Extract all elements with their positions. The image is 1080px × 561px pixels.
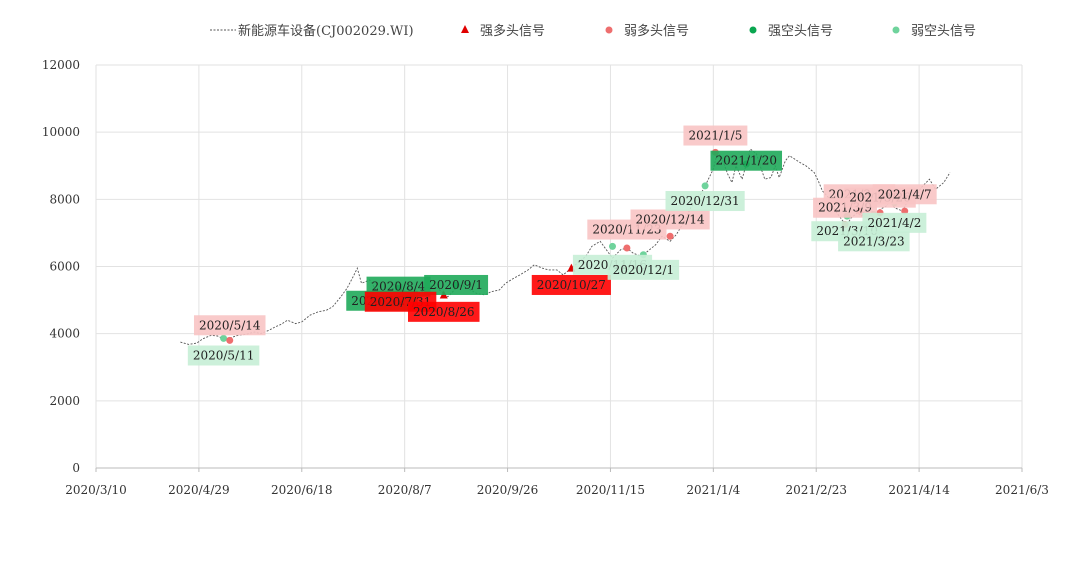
x-tick-label: 2020/3/10 (65, 483, 127, 497)
annotation-label: 2020/12/14 (630, 209, 710, 230)
annotation-text: 2021/4/7 (878, 187, 932, 201)
y-tick-label: 0 (72, 461, 80, 475)
annotation-text: 2020/5/11 (193, 348, 255, 362)
weak-short-marker (609, 242, 617, 250)
annotation-label: 2020/8/26 (407, 301, 480, 322)
annotation-label: 2021/4/7 (872, 184, 937, 205)
annotation-box (683, 125, 748, 146)
annotation-text: 2021/3/23 (843, 234, 905, 248)
annotation-text: 2020/9/1 (429, 278, 483, 292)
annotation-text: 2020/12/31 (671, 194, 740, 208)
annotation-label: 2020/12/1 (607, 259, 680, 280)
weak-long-marker (623, 244, 631, 252)
annotation-box (838, 231, 910, 252)
annotation-box (366, 276, 431, 297)
annotation-label: 2020/5/14 (193, 315, 266, 336)
weak-long-marker (901, 207, 909, 215)
annotation-text: 2021/1/5 (688, 129, 742, 143)
legend-strong-short-marker (749, 26, 757, 34)
weak-long-marker (666, 232, 674, 240)
annotation-box (872, 184, 937, 205)
grid (95, 64, 1023, 468)
annotation-box (424, 274, 489, 295)
annotation-label: 2021/4/2 (862, 212, 927, 233)
annotation-text: 2020/8/26 (413, 305, 475, 319)
weak-long-marker (226, 336, 234, 344)
x-tick-label: 2020/8/7 (378, 483, 432, 497)
annotation-text: 2021/1/20 (715, 154, 777, 168)
annotation-box (407, 301, 480, 322)
annotation-text: 2020/5/14 (199, 318, 261, 332)
annotation-text: 2020/12/1 (613, 263, 675, 277)
legend: 新能源车设备(CJ002029.WI) 强多头信号 弱多头信号 强空头信号 弱空… (210, 23, 976, 39)
date-annotations: 2020/5/142020/5/112020/7/272020/8/42020/… (187, 125, 937, 366)
legend-label-index: 新能源车设备(CJ002029.WI) (238, 23, 414, 39)
annotation-label: 2020/9/1 (424, 274, 489, 295)
annotation-box (607, 259, 680, 280)
annotation-label: 2020/12/31 (665, 191, 745, 212)
weak-short-marker (220, 334, 228, 342)
annotation-text: 2020/8/4 (372, 280, 426, 294)
legend-label-strong-long: 强多头信号 (480, 23, 545, 39)
y-tick-label: 2000 (49, 394, 80, 408)
annotation-text: 2020/12/14 (636, 212, 706, 226)
annotation-box (710, 150, 783, 171)
legend-strong-long-marker (461, 25, 469, 33)
annotation-box (862, 212, 927, 233)
x-tick-label: 2020/6/18 (271, 483, 333, 497)
y-tick-label: 4000 (49, 327, 80, 341)
x-tick-label: 2021/6/3 (995, 483, 1049, 497)
legend-weak-short-marker (892, 26, 900, 34)
annotation-box (531, 274, 611, 295)
annotation-label: 2020/5/11 (187, 345, 260, 366)
annotation-box (193, 315, 266, 336)
x-tick-label: 2020/11/15 (576, 483, 645, 497)
y-tick-label: 10000 (42, 125, 80, 139)
annotation-label: 2021/3/23 (838, 231, 910, 252)
annotation-label: 2021/1/5 (683, 125, 748, 146)
weak-short-marker (701, 182, 709, 190)
annotation-box (665, 191, 745, 212)
axes: 0 2000 4000 6000 8000 10000 12000 2020/3/10 2020… (42, 58, 1049, 497)
annotation-label: 2020/8/4 (366, 276, 431, 297)
x-tick-label: 2021/1/4 (686, 483, 740, 497)
y-tick-label: 12000 (42, 58, 80, 72)
index-series (180, 148, 951, 345)
y-tick-label: 8000 (49, 192, 80, 206)
annotation-box (630, 209, 710, 230)
x-tick-label: 2021/4/14 (888, 483, 950, 497)
legend-label-weak-long: 弱多头信号 (624, 23, 689, 39)
annotation-text: 2021/4/2 (867, 216, 921, 230)
annotation-label: 2021/1/20 (710, 150, 783, 171)
x-tick-label: 2021/2/23 (785, 483, 847, 497)
signal-markers (220, 148, 909, 344)
x-tick-label: 2020/9/26 (477, 483, 539, 497)
annotation-label: 2020/10/27 (531, 274, 611, 295)
x-tick-label: 2020/4/29 (168, 483, 230, 497)
index-line (180, 148, 951, 345)
y-tick-label: 6000 (49, 260, 80, 274)
legend-weak-long-marker (605, 26, 613, 34)
legend-label-weak-short: 弱空头信号 (911, 24, 976, 39)
annotation-box (187, 345, 260, 366)
annotation-text: 2020/10/27 (537, 278, 606, 292)
legend-label-strong-short: 强空头信号 (768, 24, 833, 39)
